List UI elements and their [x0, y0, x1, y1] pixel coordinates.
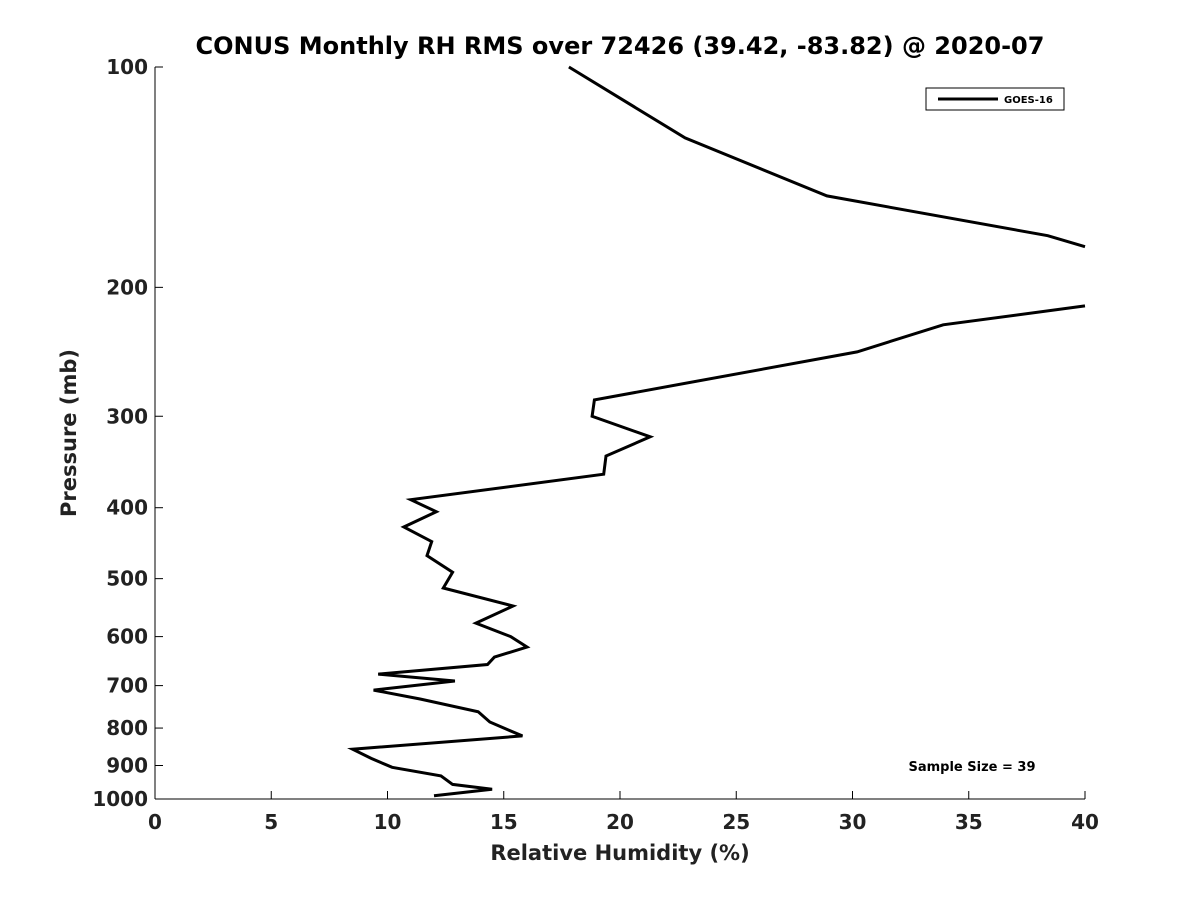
x-axis-label: Relative Humidity (%)	[490, 841, 749, 865]
y-tick-label: 500	[106, 567, 148, 591]
y-tick-label: 800	[106, 716, 148, 740]
y-axis-ticks: 100 200 300 400 500 600 700 800 900 1000	[92, 55, 163, 811]
series-lines	[347, 65, 1086, 798]
x-axis-ticks: 0 5 10 15 20 25 30 35 40	[148, 791, 1099, 834]
chart-title: CONUS Monthly RH RMS over 72426 (39.42, …	[196, 32, 1045, 60]
x-tick-label: 40	[1071, 810, 1099, 834]
x-tick-label: 5	[264, 810, 278, 834]
y-tick-label: 100	[106, 55, 148, 79]
legend: GOES-16	[925, 87, 1065, 111]
y-tick-label: 700	[106, 674, 148, 698]
series-line-segment-2	[347, 304, 1086, 798]
y-tick-label: 900	[106, 754, 148, 778]
legend-label: GOES-16	[1004, 95, 1053, 106]
sample-size-annotation: Sample Size = 39	[908, 760, 1035, 775]
y-tick-label: 300	[106, 404, 148, 428]
y-tick-label: 200	[106, 275, 148, 299]
series-line-segment-1	[568, 65, 1086, 249]
y-axis-label: Pressure (mb)	[57, 349, 81, 517]
x-tick-label: 35	[955, 810, 983, 834]
x-tick-label: 0	[148, 810, 162, 834]
x-tick-label: 10	[374, 810, 402, 834]
x-tick-label: 25	[722, 810, 750, 834]
y-tick-label: 1000	[92, 787, 148, 811]
y-tick-label: 400	[106, 496, 148, 520]
x-tick-label: 30	[839, 810, 867, 834]
x-tick-label: 20	[606, 810, 634, 834]
x-tick-label: 15	[490, 810, 518, 834]
y-tick-label: 600	[106, 625, 148, 649]
